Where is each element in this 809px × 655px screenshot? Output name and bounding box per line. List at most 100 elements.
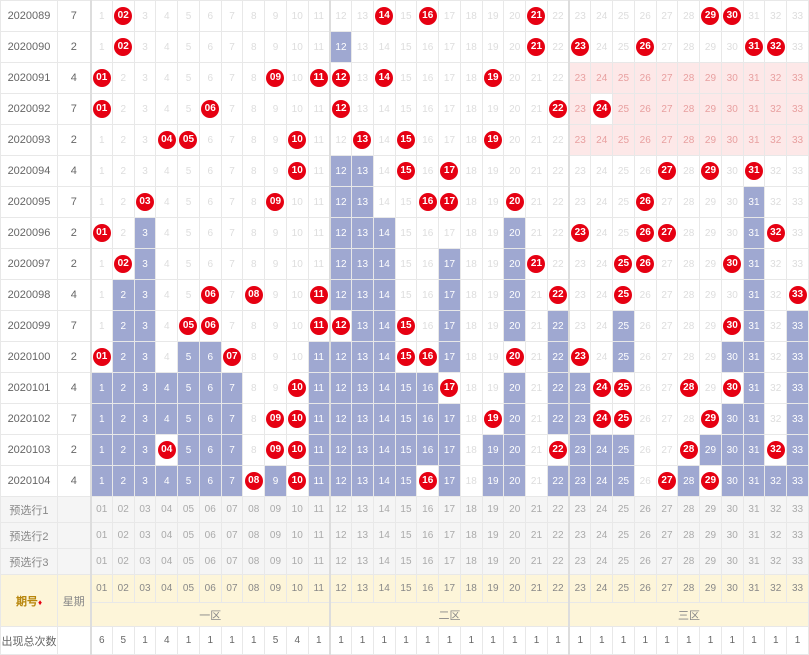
pred-cell[interactable]: 26 — [634, 549, 656, 575]
pred-cell[interactable]: 08 — [243, 549, 265, 575]
pred-cell[interactable]: 02 — [112, 523, 134, 549]
pred-cell[interactable]: 13 — [352, 497, 374, 523]
pred-cell[interactable]: 01 — [91, 523, 113, 549]
pred-cell[interactable]: 19 — [482, 497, 504, 523]
pred-cell[interactable]: 18 — [460, 497, 482, 523]
pred-cell[interactable]: 12 — [330, 549, 352, 575]
pred-cell[interactable]: 09 — [265, 549, 287, 575]
pred-cell[interactable]: 09 — [265, 523, 287, 549]
pred-cell[interactable]: 10 — [286, 497, 308, 523]
pred-cell[interactable]: 20 — [504, 497, 526, 523]
pred-cell[interactable]: 07 — [221, 549, 243, 575]
pred-cell[interactable]: 15 — [395, 549, 417, 575]
pred-cell[interactable]: 10 — [286, 549, 308, 575]
pred-cell[interactable]: 33 — [787, 523, 809, 549]
pred-cell[interactable]: 25 — [613, 497, 635, 523]
pred-cell[interactable]: 16 — [417, 523, 439, 549]
pred-cell[interactable]: 06 — [199, 549, 221, 575]
pred-cell[interactable]: 11 — [308, 549, 330, 575]
pred-cell[interactable]: 12 — [330, 497, 352, 523]
pred-cell[interactable]: 05 — [178, 497, 200, 523]
pred-cell[interactable]: 12 — [330, 523, 352, 549]
pred-cell[interactable]: 14 — [373, 549, 395, 575]
header-period[interactable]: 期号♦ — [1, 575, 58, 627]
pred-cell[interactable]: 23 — [569, 497, 591, 523]
pred-cell[interactable]: 10 — [286, 523, 308, 549]
pred-cell[interactable]: 28 — [678, 497, 700, 523]
pred-cell[interactable]: 30 — [721, 497, 743, 523]
pred-cell[interactable]: 08 — [243, 497, 265, 523]
pred-cell[interactable]: 07 — [221, 523, 243, 549]
pred-cell[interactable]: 04 — [156, 523, 178, 549]
pred-cell[interactable]: 06 — [199, 523, 221, 549]
pred-cell[interactable]: 24 — [591, 497, 613, 523]
pred-cell[interactable]: 32 — [765, 523, 787, 549]
pred-cell[interactable]: 08 — [243, 523, 265, 549]
pred-cell[interactable]: 04 — [156, 549, 178, 575]
pred-cell[interactable]: 01 — [91, 549, 113, 575]
pred-cell[interactable]: 21 — [526, 523, 548, 549]
pred-cell[interactable]: 20 — [504, 549, 526, 575]
pred-cell[interactable]: 11 — [308, 523, 330, 549]
pred-cell[interactable]: 32 — [765, 549, 787, 575]
pred-cell[interactable]: 19 — [482, 549, 504, 575]
pred-cell[interactable]: 03 — [134, 523, 156, 549]
pred-cell[interactable]: 32 — [765, 497, 787, 523]
pred-cell[interactable]: 15 — [395, 497, 417, 523]
pred-cell[interactable]: 28 — [678, 523, 700, 549]
pred-cell[interactable]: 26 — [634, 523, 656, 549]
pred-cell[interactable]: 21 — [526, 549, 548, 575]
pred-cell[interactable]: 13 — [352, 549, 374, 575]
pred-cell[interactable]: 24 — [591, 523, 613, 549]
pred-cell[interactable]: 11 — [308, 497, 330, 523]
pred-cell[interactable]: 33 — [787, 549, 809, 575]
pred-cell[interactable]: 29 — [700, 497, 722, 523]
pred-cell[interactable]: 31 — [743, 549, 765, 575]
pred-cell[interactable]: 22 — [547, 523, 569, 549]
pred-cell[interactable]: 03 — [134, 497, 156, 523]
pred-cell[interactable]: 02 — [112, 497, 134, 523]
pred-cell[interactable]: 29 — [700, 523, 722, 549]
pred-cell[interactable]: 15 — [395, 523, 417, 549]
pred-cell[interactable]: 02 — [112, 549, 134, 575]
pred-cell[interactable]: 17 — [439, 497, 461, 523]
pred-cell[interactable]: 16 — [417, 549, 439, 575]
pred-cell[interactable]: 31 — [743, 523, 765, 549]
pred-cell[interactable]: 30 — [721, 549, 743, 575]
pred-cell[interactable]: 01 — [91, 497, 113, 523]
pred-cell[interactable]: 16 — [417, 497, 439, 523]
pred-cell[interactable]: 07 — [221, 497, 243, 523]
pred-cell[interactable]: 23 — [569, 549, 591, 575]
pred-cell[interactable]: 27 — [656, 497, 678, 523]
pred-cell[interactable]: 25 — [613, 523, 635, 549]
pred-cell[interactable]: 23 — [569, 523, 591, 549]
pred-cell[interactable]: 14 — [373, 523, 395, 549]
pred-cell[interactable]: 25 — [613, 549, 635, 575]
pred-cell[interactable]: 18 — [460, 523, 482, 549]
pred-cell[interactable]: 06 — [199, 497, 221, 523]
pred-cell[interactable]: 30 — [721, 523, 743, 549]
pred-cell[interactable]: 24 — [591, 549, 613, 575]
pred-cell[interactable]: 22 — [547, 497, 569, 523]
pred-cell[interactable]: 27 — [656, 523, 678, 549]
pred-cell[interactable]: 05 — [178, 523, 200, 549]
pred-cell[interactable]: 19 — [482, 523, 504, 549]
pred-cell[interactable]: 13 — [352, 523, 374, 549]
pred-cell[interactable]: 21 — [526, 497, 548, 523]
pred-cell[interactable]: 29 — [700, 549, 722, 575]
pred-cell[interactable]: 03 — [134, 549, 156, 575]
pred-cell[interactable]: 33 — [787, 497, 809, 523]
pred-cell[interactable]: 22 — [547, 549, 569, 575]
pred-cell[interactable]: 09 — [265, 497, 287, 523]
pred-cell[interactable]: 18 — [460, 549, 482, 575]
pred-cell[interactable]: 20 — [504, 523, 526, 549]
pred-cell[interactable]: 26 — [634, 497, 656, 523]
pred-cell[interactable]: 28 — [678, 549, 700, 575]
pred-cell[interactable]: 31 — [743, 497, 765, 523]
pred-cell[interactable]: 14 — [373, 497, 395, 523]
pred-cell[interactable]: 04 — [156, 497, 178, 523]
pred-cell[interactable]: 27 — [656, 549, 678, 575]
pred-cell[interactable]: 17 — [439, 549, 461, 575]
pred-cell[interactable]: 17 — [439, 523, 461, 549]
pred-cell[interactable]: 05 — [178, 549, 200, 575]
